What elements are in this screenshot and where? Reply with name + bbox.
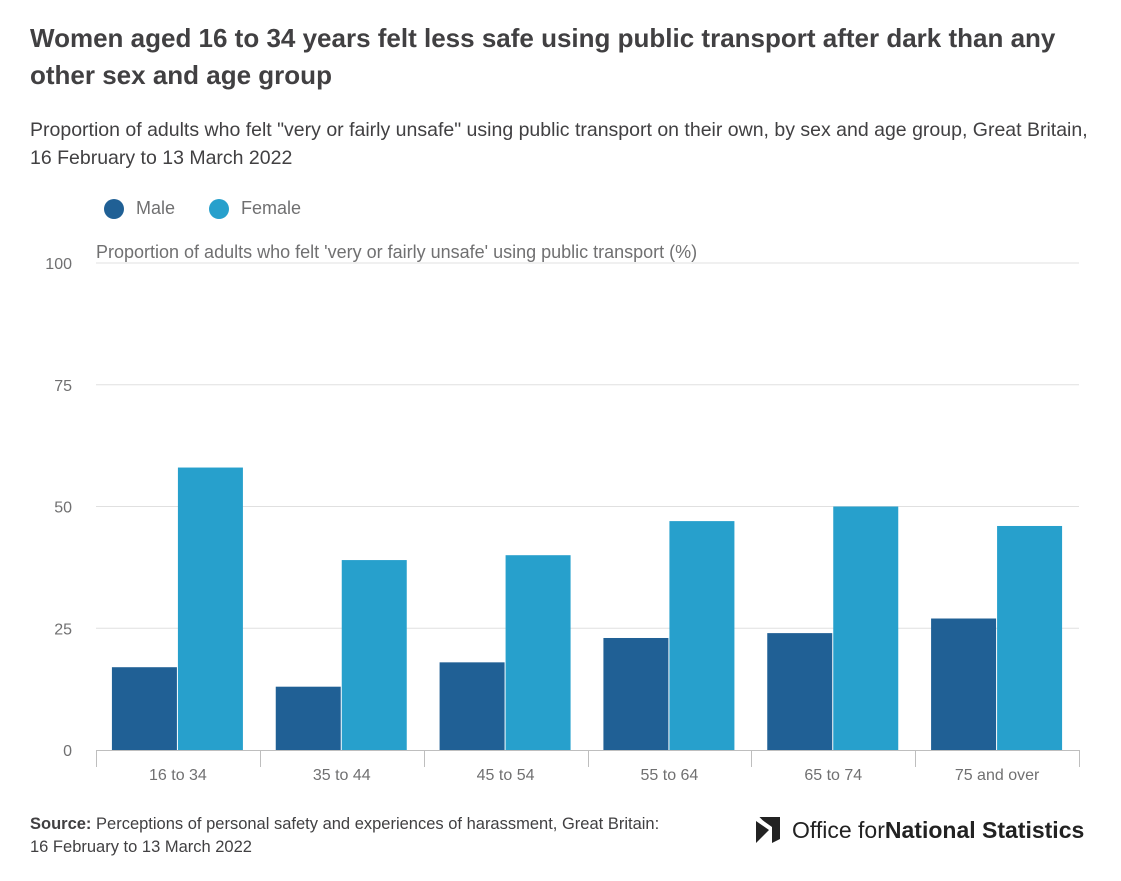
bar-male-2 <box>275 686 341 750</box>
legend-item-male: Male <box>104 198 175 219</box>
bar-male-1 <box>111 667 177 750</box>
bar-female-2 <box>341 560 407 750</box>
bar-female-6 <box>997 525 1063 750</box>
bar-female-5 <box>833 506 899 750</box>
legend-label-female: Female <box>241 198 302 218</box>
legend-item-female: Female <box>209 198 301 219</box>
chart-title: Women aged 16 to 34 years felt less safe… <box>30 23 1056 90</box>
y-tick-label: 0 <box>63 743 72 760</box>
x-tick-label: 35 to 44 <box>313 767 371 784</box>
legend-label-male: Male <box>136 198 176 218</box>
logo-text-regular: Office for <box>792 816 885 843</box>
x-tick-label: 16 to 34 <box>149 767 207 784</box>
bars <box>111 467 1063 750</box>
source-note: Source: Perceptions of personal safety a… <box>30 813 670 859</box>
source-label: Source: <box>30 815 92 833</box>
x-tick-label: 65 to 74 <box>804 767 862 784</box>
bar-female-1 <box>177 467 243 750</box>
bar-male-6 <box>931 618 997 750</box>
chart-legend: Male Female <box>104 198 335 219</box>
chart-subtitle: Proportion of adults who felt "very or f… <box>30 119 1088 169</box>
bar-male-3 <box>439 662 505 750</box>
bar-chart: 0 25 50 75 100 16 to 34 35 to 44 45 to 54 55 to… <box>45 242 1080 784</box>
x-axis: 16 to 34 35 to 44 45 to 54 55 to 64 65 to 74… <box>96 750 1080 784</box>
logo-text-bold: National Statistics <box>884 816 1085 843</box>
y-tick-label: 25 <box>54 621 72 638</box>
y-tick-label: 50 <box>54 500 72 517</box>
ons-logo: Office for National Statistics <box>754 815 1084 845</box>
x-tick-label: 75 and over <box>955 767 1040 784</box>
legend-swatch-male <box>104 198 124 219</box>
gridlines: 0 25 50 75 100 <box>45 256 1079 760</box>
y-tick-label: 100 <box>45 256 72 273</box>
source-text: Perceptions of personal safety and exper… <box>30 815 660 856</box>
ons-logo-icon <box>756 816 780 843</box>
bar-female-4 <box>669 521 735 750</box>
x-tick-label: 45 to 54 <box>477 767 535 784</box>
legend-swatch-female <box>209 198 230 219</box>
x-tick-label: 55 to 64 <box>641 767 699 784</box>
bar-male-4 <box>603 637 669 750</box>
bar-male-5 <box>767 633 833 750</box>
y-axis-label: Proportion of adults who felt 'very or f… <box>96 242 697 262</box>
y-tick-label: 75 <box>54 378 72 395</box>
bar-female-3 <box>505 555 571 750</box>
